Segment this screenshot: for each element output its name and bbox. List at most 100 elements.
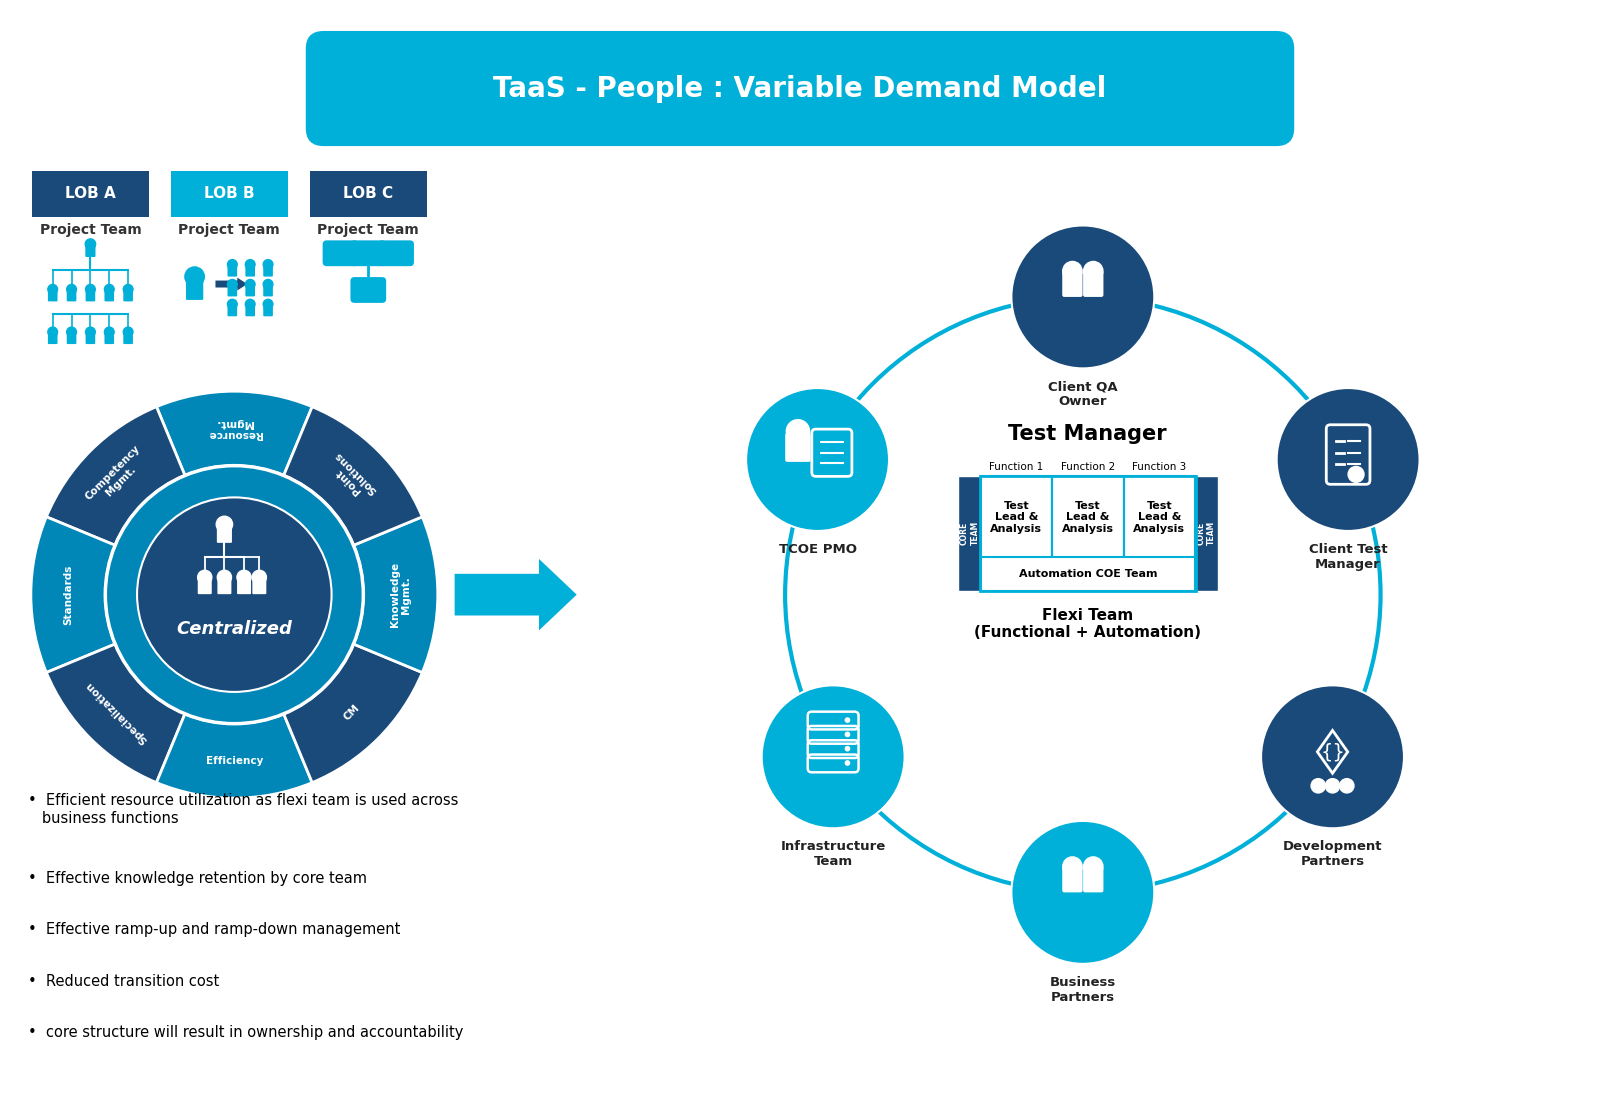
Text: Function 3: Function 3 xyxy=(1133,462,1186,472)
Circle shape xyxy=(227,260,237,270)
Text: Project Team: Project Team xyxy=(179,223,280,238)
Text: TaaS - People : Variable Demand Model: TaaS - People : Variable Demand Model xyxy=(493,75,1107,102)
Circle shape xyxy=(67,327,77,337)
Text: LOB B: LOB B xyxy=(205,186,254,201)
Text: CORE
TEAM: CORE TEAM xyxy=(960,521,979,546)
FancyBboxPatch shape xyxy=(186,279,203,300)
FancyBboxPatch shape xyxy=(123,333,133,344)
Circle shape xyxy=(253,570,267,584)
FancyBboxPatch shape xyxy=(227,265,237,276)
FancyBboxPatch shape xyxy=(67,333,77,344)
Circle shape xyxy=(138,497,331,692)
Text: Function 1: Function 1 xyxy=(989,462,1043,472)
FancyBboxPatch shape xyxy=(264,285,274,296)
Circle shape xyxy=(262,260,274,270)
FancyBboxPatch shape xyxy=(253,579,266,594)
Text: •  Effective knowledge retention by core team: • Effective knowledge retention by core … xyxy=(27,870,366,886)
Circle shape xyxy=(85,239,96,250)
Circle shape xyxy=(216,516,232,532)
Circle shape xyxy=(1011,226,1154,368)
Circle shape xyxy=(245,279,254,289)
FancyBboxPatch shape xyxy=(237,579,251,594)
FancyArrow shape xyxy=(216,277,248,290)
Text: Test
Lead &
Analysis: Test Lead & Analysis xyxy=(1062,500,1114,534)
Text: •  Effective ramp-up and ramp-down management: • Effective ramp-up and ramp-down manage… xyxy=(27,922,400,937)
Wedge shape xyxy=(283,407,422,546)
Circle shape xyxy=(48,327,58,337)
Circle shape xyxy=(245,260,254,270)
Text: CM: CM xyxy=(342,702,362,722)
Circle shape xyxy=(123,327,133,337)
FancyBboxPatch shape xyxy=(67,290,77,301)
Circle shape xyxy=(227,279,237,289)
Text: Point
Solutions: Point Solutions xyxy=(325,450,379,504)
Circle shape xyxy=(1277,388,1419,531)
FancyBboxPatch shape xyxy=(264,306,274,317)
FancyBboxPatch shape xyxy=(171,170,288,217)
Circle shape xyxy=(104,285,114,294)
Text: Standards: Standards xyxy=(62,564,74,625)
Circle shape xyxy=(106,465,363,724)
FancyBboxPatch shape xyxy=(786,433,811,462)
Circle shape xyxy=(786,420,810,443)
Text: Project Team: Project Team xyxy=(317,223,419,238)
FancyBboxPatch shape xyxy=(264,265,274,276)
Wedge shape xyxy=(157,714,312,799)
Circle shape xyxy=(67,285,77,294)
Circle shape xyxy=(1083,262,1102,280)
Circle shape xyxy=(762,685,904,828)
Circle shape xyxy=(746,388,890,531)
Circle shape xyxy=(1062,262,1082,280)
Text: Client Test
Manager: Client Test Manager xyxy=(1309,543,1387,571)
Wedge shape xyxy=(157,392,312,475)
Circle shape xyxy=(1261,685,1403,828)
FancyBboxPatch shape xyxy=(310,170,427,217)
Text: LOB C: LOB C xyxy=(344,186,394,201)
Circle shape xyxy=(1349,466,1363,482)
Circle shape xyxy=(845,761,850,766)
FancyBboxPatch shape xyxy=(86,333,96,344)
FancyBboxPatch shape xyxy=(86,290,96,301)
Text: Test
Lead &
Analysis: Test Lead & Analysis xyxy=(990,500,1042,534)
Circle shape xyxy=(1325,779,1339,793)
FancyBboxPatch shape xyxy=(48,290,58,301)
FancyBboxPatch shape xyxy=(198,579,211,594)
Circle shape xyxy=(218,570,232,584)
Text: Knowledge
Mgmt.: Knowledge Mgmt. xyxy=(390,562,411,627)
Wedge shape xyxy=(354,517,438,672)
Circle shape xyxy=(262,279,274,289)
FancyBboxPatch shape xyxy=(1083,271,1104,297)
FancyBboxPatch shape xyxy=(104,290,114,301)
FancyBboxPatch shape xyxy=(1062,271,1083,297)
FancyBboxPatch shape xyxy=(350,277,386,302)
Circle shape xyxy=(186,267,205,286)
FancyBboxPatch shape xyxy=(85,245,96,257)
Circle shape xyxy=(104,327,114,337)
FancyBboxPatch shape xyxy=(1123,475,1195,559)
FancyBboxPatch shape xyxy=(1194,475,1218,591)
Text: Test
Lead &
Analysis: Test Lead & Analysis xyxy=(1133,500,1186,534)
Circle shape xyxy=(845,733,850,737)
Circle shape xyxy=(48,285,58,294)
Text: Centralized: Centralized xyxy=(176,620,293,638)
FancyBboxPatch shape xyxy=(104,333,114,344)
FancyBboxPatch shape xyxy=(245,306,254,317)
Text: Efficiency: Efficiency xyxy=(206,756,262,766)
Circle shape xyxy=(123,285,133,294)
Wedge shape xyxy=(283,644,422,782)
Wedge shape xyxy=(30,517,115,672)
FancyBboxPatch shape xyxy=(227,306,237,317)
FancyBboxPatch shape xyxy=(227,285,237,296)
FancyBboxPatch shape xyxy=(245,265,254,276)
Text: Automation COE Team: Automation COE Team xyxy=(1019,569,1157,579)
FancyBboxPatch shape xyxy=(245,285,254,296)
FancyBboxPatch shape xyxy=(981,557,1195,591)
FancyBboxPatch shape xyxy=(1062,866,1083,892)
FancyBboxPatch shape xyxy=(123,290,133,301)
Text: Business
Partners: Business Partners xyxy=(1050,976,1115,1003)
Circle shape xyxy=(237,570,251,584)
Text: CORE
TEAM: CORE TEAM xyxy=(1197,521,1216,546)
Circle shape xyxy=(198,570,211,584)
Circle shape xyxy=(85,327,96,337)
Circle shape xyxy=(262,299,274,309)
